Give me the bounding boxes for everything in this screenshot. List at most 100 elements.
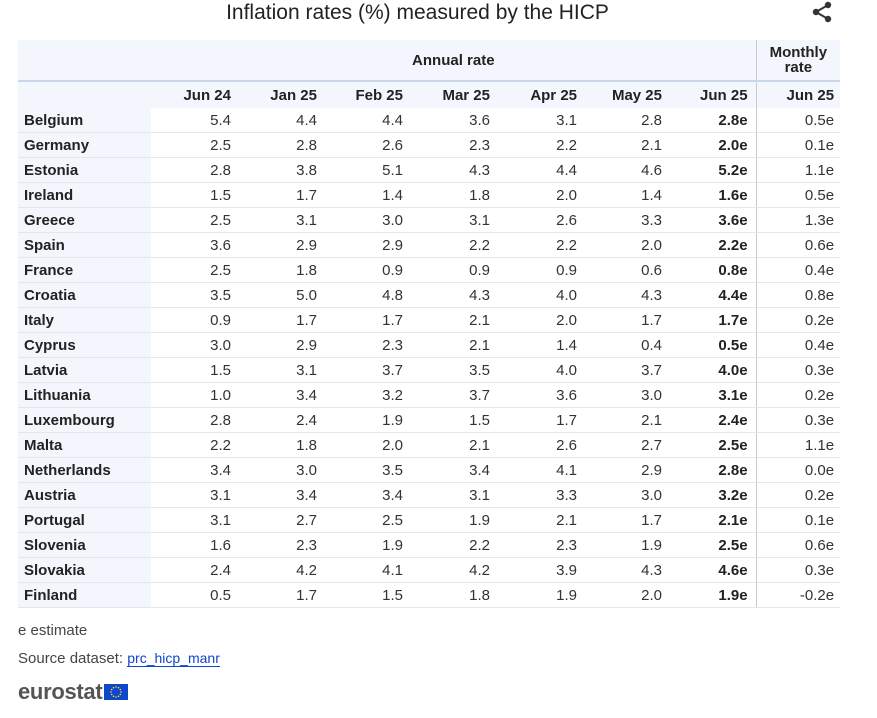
value-cell: 2.8e: [670, 457, 757, 483]
value-cell: 3.0: [585, 482, 670, 508]
value-cell: 4.3: [411, 157, 498, 183]
value-cell: 2.0: [325, 432, 411, 458]
value-cell: 0.5: [151, 582, 239, 608]
country-cell: Malta: [18, 432, 151, 458]
group-header-row: Annual rate Monthly rate: [18, 40, 841, 81]
value-cell: 5.4: [151, 108, 239, 133]
value-cell: 2.1: [498, 507, 585, 533]
column-header: May 25: [585, 80, 670, 108]
country-column-header: [18, 80, 151, 108]
eu-flag-star: [119, 688, 122, 691]
table-row: Slovenia 1.6 2.3 1.9 2.2 2.3 1.9 2.5e 0.6e: [18, 532, 841, 558]
value-cell: 3.1: [151, 507, 239, 533]
table-row: Belgium 5.4 4.4 4.4 3.6 3.1 2.8 2.8e 0.5e: [18, 108, 841, 133]
value-cell: 0.3e: [755, 557, 841, 583]
value-cell: 2.7: [585, 432, 670, 458]
column-header: Jun 25: [755, 80, 841, 108]
table-row: Slovakia 2.4 4.2 4.1 4.2 3.9 4.3 4.6e 0.3e: [18, 557, 841, 583]
value-cell: 0.5e: [755, 108, 841, 133]
value-cell: 0.2e: [755, 482, 841, 508]
monthly-rate-header-line1: Monthly: [769, 44, 828, 61]
value-cell: 1.9: [325, 407, 411, 433]
value-cell: 4.0e: [670, 357, 757, 383]
value-cell: 2.5: [325, 507, 411, 533]
value-cell: 3.3: [498, 482, 585, 508]
value-cell: 1.7: [498, 407, 585, 433]
column-header-row: Jun 24 Jan 25 Feb 25 Mar 25 Apr 25 May 25 Jun …: [18, 80, 841, 108]
value-cell: 3.6: [151, 232, 239, 258]
value-cell: 4.4: [239, 108, 325, 133]
value-cell: 0.9: [151, 307, 239, 333]
value-cell: 1.4: [585, 182, 670, 208]
value-cell: 1.7: [585, 307, 670, 333]
value-cell: 0.3e: [755, 357, 841, 383]
value-cell: 3.1: [239, 357, 325, 383]
table-row: Austria 3.1 3.4 3.4 3.1 3.3 3.0 3.2e 0.2e: [18, 482, 841, 508]
value-cell: 0.4e: [755, 332, 841, 358]
value-cell: 2.4e: [670, 407, 757, 433]
country-cell: Germany: [18, 132, 151, 158]
country-cell: France: [18, 257, 151, 283]
eu-flag-icon: [104, 684, 129, 700]
country-cell: Slovakia: [18, 557, 151, 583]
value-cell: 4.4: [498, 157, 585, 183]
country-cell: Spain: [18, 232, 151, 258]
eurostat-logo[interactable]: eurostat: [18, 679, 129, 705]
share-icon[interactable]: [810, 0, 834, 24]
value-cell: 4.6e: [670, 557, 757, 583]
value-cell: 3.4: [239, 382, 325, 408]
value-cell: 1.7: [325, 307, 411, 333]
value-cell: 4.2: [239, 557, 325, 583]
value-cell: 4.8: [325, 282, 411, 308]
value-cell: 3.1: [239, 207, 325, 233]
value-cell: 2.1: [411, 432, 498, 458]
value-cell: 4.1: [325, 557, 411, 583]
column-header: Apr 25: [498, 80, 585, 108]
value-cell: 1.7: [239, 307, 325, 333]
value-cell: 1.4: [325, 182, 411, 208]
value-cell: 2.2: [411, 532, 498, 558]
eu-flag-star: [115, 696, 118, 698]
value-cell: 3.2e: [670, 482, 757, 508]
value-cell: 3.4: [151, 457, 239, 483]
value-cell: 2.1: [585, 132, 670, 158]
value-cell: 2.8: [585, 108, 670, 133]
table-row: Netherlands 3.4 3.0 3.5 3.4 4.1 2.9 2.8e 0.0e: [18, 457, 841, 483]
monthly-rate-header-line2: rate: [784, 59, 813, 76]
value-cell: 2.8: [151, 157, 239, 183]
value-cell: 2.4: [151, 557, 239, 583]
value-cell: 1.8: [239, 257, 325, 283]
country-cell: Luxembourg: [18, 407, 151, 433]
value-cell: 3.1: [151, 482, 239, 508]
value-cell: 2.5: [151, 207, 239, 233]
column-header: Jan 25: [239, 80, 325, 108]
value-cell: 0.5e: [670, 332, 757, 358]
value-cell: 2.5e: [670, 432, 757, 458]
table-row: Portugal 3.1 2.7 2.5 1.9 2.1 1.7 2.1e 0.1e: [18, 507, 841, 533]
value-cell: 2.9: [325, 232, 411, 258]
value-cell: 1.1e: [755, 157, 841, 183]
value-cell: 2.0e: [670, 132, 757, 158]
value-cell: 0.0e: [755, 457, 841, 483]
value-cell: 2.5e: [670, 532, 757, 558]
column-header: Feb 25: [325, 80, 411, 108]
table-body: Belgium 5.4 4.4 4.4 3.6 3.1 2.8 2.8e 0.5e Germany…: [18, 108, 841, 608]
table-row: Finland 0.5 1.7 1.5 1.8 1.9 2.0 1.9e -0.2e: [18, 582, 841, 608]
country-cell: Greece: [18, 207, 151, 233]
value-cell: 0.6: [585, 257, 670, 283]
eu-flag-star: [113, 695, 115, 698]
value-cell: 2.0: [585, 582, 670, 608]
value-cell: 2.6: [325, 132, 411, 158]
value-cell: 2.2e: [670, 232, 757, 258]
value-cell: -0.2e: [755, 582, 841, 608]
value-cell: 0.8e: [670, 257, 757, 283]
value-cell: 0.5e: [755, 182, 841, 208]
eu-flag-star: [111, 688, 113, 691]
source-dataset-link[interactable]: prc_hicp_manr: [127, 650, 220, 667]
value-cell: 3.7: [585, 357, 670, 383]
table-row: Lithuania 1.0 3.4 3.2 3.7 3.6 3.0 3.1e 0.2e: [18, 382, 841, 408]
value-cell: 1.0: [151, 382, 239, 408]
eu-flag-star: [118, 686, 120, 689]
country-cell: Cyprus: [18, 332, 151, 358]
country-cell: Austria: [18, 482, 151, 508]
